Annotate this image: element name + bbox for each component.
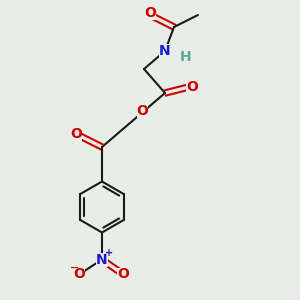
Text: N: N [96,253,108,266]
Text: N: N [159,44,171,58]
Text: O: O [70,127,83,140]
Text: O: O [74,268,86,281]
Text: H: H [180,50,192,64]
Text: O: O [136,104,148,118]
Text: O: O [117,268,129,281]
Text: O: O [186,80,198,94]
Text: −: − [70,263,80,273]
Text: +: + [104,248,113,258]
Text: O: O [144,6,156,20]
